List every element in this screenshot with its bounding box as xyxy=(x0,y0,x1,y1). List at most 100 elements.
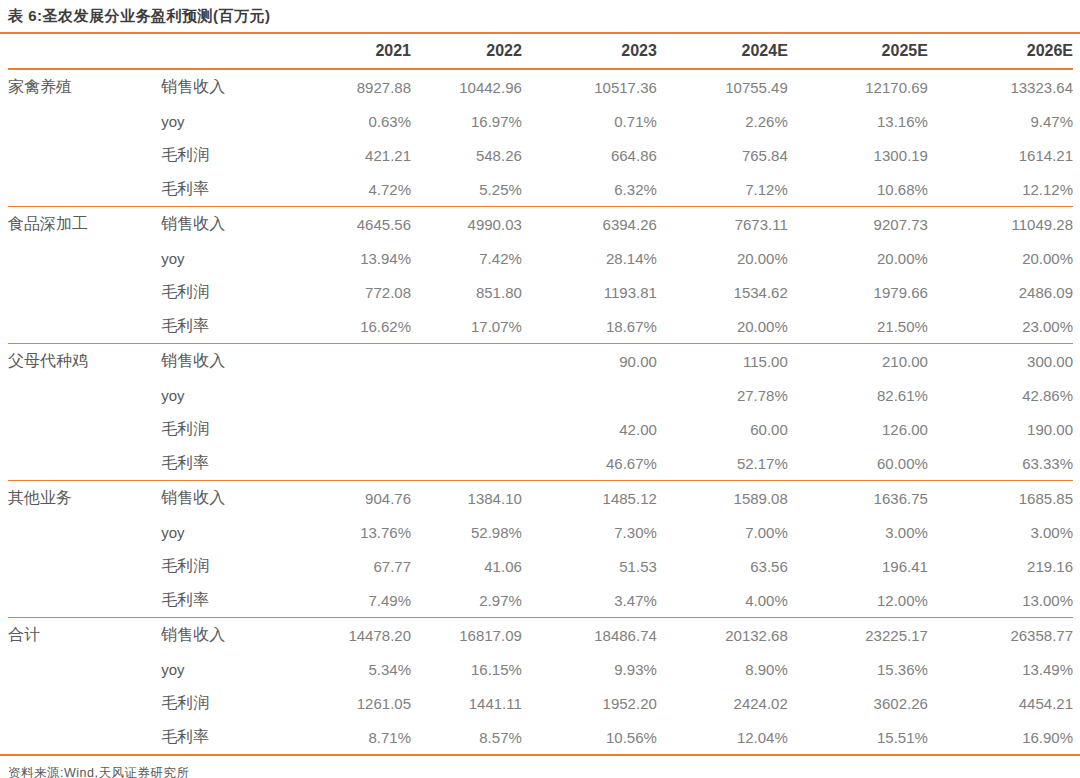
metric-label-cell: 毛利率 xyxy=(161,172,262,207)
value-cell: 90.00 xyxy=(522,344,657,379)
profit-forecast-table: 2021 2022 2023 2024E 2025E 2026E 家禽养殖销售收… xyxy=(8,34,1073,754)
value-cell: 4454.21 xyxy=(928,686,1073,720)
value-cell: 18.67% xyxy=(522,309,657,344)
value-cell: 300.00 xyxy=(928,344,1073,379)
value-cell: 115.00 xyxy=(657,344,788,379)
value-cell: 6.32% xyxy=(522,172,657,207)
value-cell xyxy=(411,412,522,446)
section-name-cell xyxy=(8,549,161,583)
table-row: yoy13.76%52.98%7.30%7.00%3.00%3.00% xyxy=(8,515,1073,549)
section-name-cell xyxy=(8,583,161,618)
value-cell: 664.86 xyxy=(522,138,657,172)
value-cell: 2.26% xyxy=(657,104,788,138)
value-cell: 851.80 xyxy=(411,275,522,309)
year-header-2024e: 2024E xyxy=(657,34,788,69)
metric-label-cell: 毛利率 xyxy=(161,583,262,618)
value-cell: 1261.05 xyxy=(262,686,411,720)
table-row: 食品深加工销售收入4645.564990.036394.267673.11920… xyxy=(8,207,1073,242)
value-cell xyxy=(262,344,411,379)
value-cell: 23.00% xyxy=(928,309,1073,344)
section-name-cell xyxy=(8,172,161,207)
value-cell: 63.33% xyxy=(928,446,1073,481)
table-row: yoy0.63%16.97%0.71%2.26%13.16%9.47% xyxy=(8,104,1073,138)
value-cell: 1685.85 xyxy=(928,481,1073,516)
value-cell: 13.16% xyxy=(788,104,928,138)
year-header-2025e: 2025E xyxy=(788,34,928,69)
table-row: 毛利润67.7741.0651.5363.56196.41219.16 xyxy=(8,549,1073,583)
table-row: 毛利率7.49%2.97%3.47%4.00%12.00%13.00% xyxy=(8,583,1073,618)
value-cell: 15.51% xyxy=(788,720,928,754)
value-cell: 13323.64 xyxy=(928,69,1073,104)
section-name-cell xyxy=(8,686,161,720)
metric-label-cell: 销售收入 xyxy=(161,618,262,653)
value-cell: 13.00% xyxy=(928,583,1073,618)
value-cell xyxy=(411,344,522,379)
section-name-cell xyxy=(8,446,161,481)
research-report-table-page: 表 6:圣农发展分业务盈利预测(百万元) 2021 2022 2023 2024… xyxy=(0,0,1080,778)
value-cell: 23225.17 xyxy=(788,618,928,653)
value-cell: 904.76 xyxy=(262,481,411,516)
value-cell: 10.56% xyxy=(522,720,657,754)
value-cell: 7.12% xyxy=(657,172,788,207)
value-cell: 41.06 xyxy=(411,549,522,583)
value-cell: 7.00% xyxy=(657,515,788,549)
section-name-cell: 父母代种鸡 xyxy=(8,344,161,379)
value-cell: 20.00% xyxy=(657,309,788,344)
value-cell: 0.71% xyxy=(522,104,657,138)
value-cell: 12170.69 xyxy=(788,69,928,104)
value-cell: 51.53 xyxy=(522,549,657,583)
table-row: 家禽养殖销售收入8927.8810442.9610517.3610755.491… xyxy=(8,69,1073,104)
metric-label-cell: 销售收入 xyxy=(161,207,262,242)
table-row: 父母代种鸡销售收入90.00115.00210.00300.00 xyxy=(8,344,1073,379)
value-cell: 12.04% xyxy=(657,720,788,754)
year-header-2022: 2022 xyxy=(411,34,522,69)
value-cell: 8.90% xyxy=(657,652,788,686)
value-cell: 16.90% xyxy=(928,720,1073,754)
value-cell: 4.00% xyxy=(657,583,788,618)
value-cell: 10442.96 xyxy=(411,69,522,104)
value-cell: 3.00% xyxy=(788,515,928,549)
value-cell: 3.00% xyxy=(928,515,1073,549)
value-cell: 8.71% xyxy=(262,720,411,754)
value-cell: 1384.10 xyxy=(411,481,522,516)
page-title: 表 6:圣农发展分业务盈利预测(百万元) xyxy=(0,0,1080,32)
value-cell: 26358.77 xyxy=(928,618,1073,653)
table-row: yoy27.78%82.61%42.86% xyxy=(8,378,1073,412)
value-cell: 20.00% xyxy=(788,241,928,275)
metric-label-cell: 销售收入 xyxy=(161,69,262,104)
table-row: 毛利润772.08851.801193.811534.621979.662486… xyxy=(8,275,1073,309)
metric-label-cell: 毛利率 xyxy=(161,720,262,754)
year-header-row: 2021 2022 2023 2024E 2025E 2026E xyxy=(8,34,1073,69)
year-header-2023: 2023 xyxy=(522,34,657,69)
metric-label-cell: yoy xyxy=(161,378,262,412)
value-cell: 4645.56 xyxy=(262,207,411,242)
metric-label-cell: yoy xyxy=(161,515,262,549)
value-cell: 2.97% xyxy=(411,583,522,618)
table-row: yoy13.94%7.42%28.14%20.00%20.00%20.00% xyxy=(8,241,1073,275)
section-name-cell xyxy=(8,412,161,446)
value-cell: 5.25% xyxy=(411,172,522,207)
value-cell: 5.34% xyxy=(262,652,411,686)
section-name-cell xyxy=(8,241,161,275)
value-cell: 1534.62 xyxy=(657,275,788,309)
table-row: 毛利润421.21548.26664.86765.841300.191614.2… xyxy=(8,138,1073,172)
value-cell: 20.00% xyxy=(657,241,788,275)
value-cell: 1300.19 xyxy=(788,138,928,172)
value-cell: 13.94% xyxy=(262,241,411,275)
value-cell: 190.00 xyxy=(928,412,1073,446)
value-cell: 28.14% xyxy=(522,241,657,275)
value-cell: 1441.11 xyxy=(411,686,522,720)
metric-label-cell: yoy xyxy=(161,104,262,138)
metric-label-cell: 毛利润 xyxy=(161,549,262,583)
value-cell: 1636.75 xyxy=(788,481,928,516)
value-cell: 82.61% xyxy=(788,378,928,412)
value-cell: 18486.74 xyxy=(522,618,657,653)
value-cell: 12.12% xyxy=(928,172,1073,207)
metric-label-cell: 毛利润 xyxy=(161,412,262,446)
value-cell: 3602.26 xyxy=(788,686,928,720)
value-cell: 13.49% xyxy=(928,652,1073,686)
value-cell: 52.17% xyxy=(657,446,788,481)
value-cell: 1589.08 xyxy=(657,481,788,516)
value-cell: 4.72% xyxy=(262,172,411,207)
value-cell: 9207.73 xyxy=(788,207,928,242)
